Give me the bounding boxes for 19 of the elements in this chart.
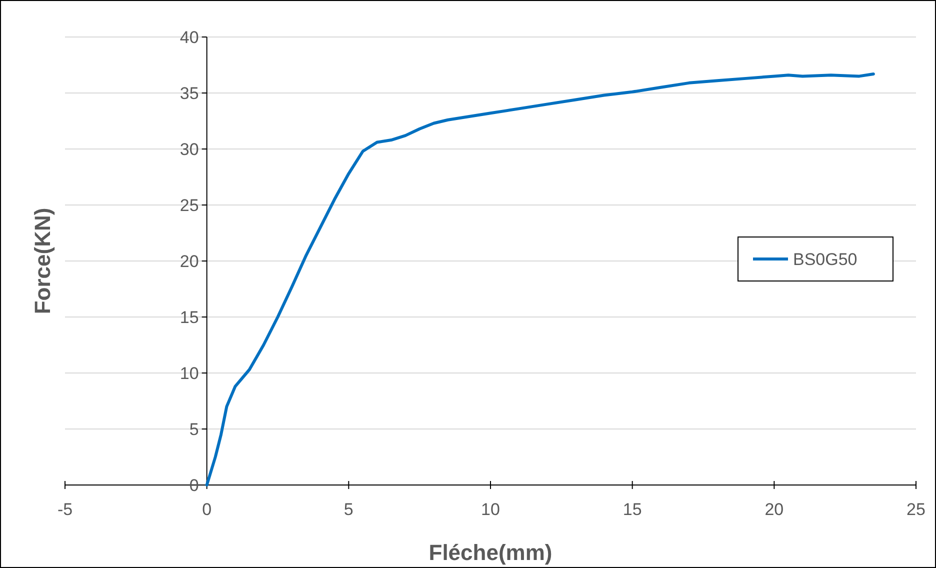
x-tick-label: -5 (57, 500, 73, 519)
x-tick-label: 5 (344, 500, 354, 519)
y-tick-label: 5 (189, 420, 199, 439)
x-tick-label: 25 (906, 500, 926, 519)
y-tick-label: 20 (180, 252, 199, 271)
y-axis-title: Force(KN) (30, 208, 55, 314)
y-tick-label: 35 (180, 84, 199, 103)
x-tick-label: 15 (622, 500, 642, 519)
legend-label: BS0G50 (793, 250, 858, 269)
line-series (205, 72, 875, 486)
y-tick-label: 30 (180, 140, 199, 159)
x-tick-label: 0 (202, 500, 212, 519)
x-tick-label: 20 (764, 500, 784, 519)
y-tick-label: 10 (180, 364, 199, 383)
y-tick-label: 15 (180, 308, 199, 327)
y-tick-label: 40 (180, 28, 199, 47)
y-tick-label: 25 (180, 196, 199, 215)
x-axis-title: Fléche(mm) (428, 540, 552, 565)
x-tick-label: 10 (481, 500, 500, 519)
